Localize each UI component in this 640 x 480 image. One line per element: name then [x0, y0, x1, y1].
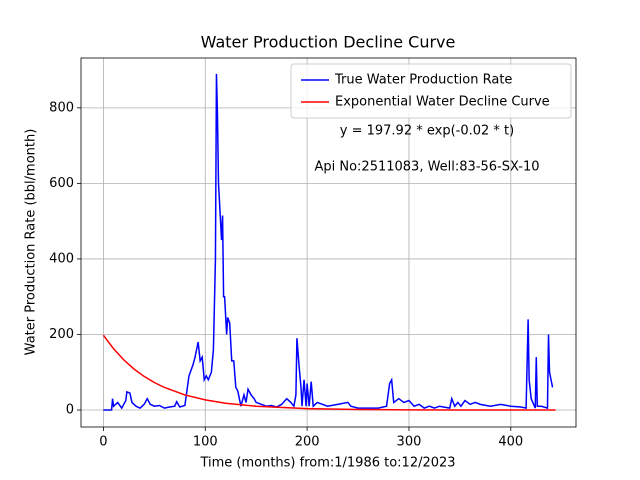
- y-tick-label: 800: [49, 100, 74, 115]
- annotation: y = 197.92 * exp(-0.02 * t): [340, 124, 514, 139]
- data-line: [102, 334, 556, 411]
- x-axis-label: Time (months) from:1/1986 to:12/2023: [199, 456, 455, 471]
- x-tick-label: 200: [295, 435, 320, 450]
- x-tick-label: 0: [99, 435, 107, 450]
- data-line: [103, 73, 554, 411]
- x-tick-label: 400: [498, 435, 523, 450]
- legend-label: True Water Production Rate: [334, 73, 512, 88]
- marks: [102, 73, 556, 411]
- x-tick-label: 300: [397, 435, 422, 450]
- y-tick-label: 600: [49, 176, 74, 191]
- y-tick-label: 400: [49, 251, 74, 266]
- annotation: Api No:2511083, Well:83-56-SX-10: [314, 160, 539, 175]
- x-tick-label: 100: [193, 435, 218, 450]
- y-tick-label: 0: [66, 403, 74, 418]
- y-tick-label: 200: [49, 327, 74, 342]
- y-axis-label: Water Production Rate (bbl/month): [24, 129, 39, 356]
- legend-box: [290, 63, 572, 119]
- legend: True Water Production Rate Exponential Wa…: [290, 63, 572, 119]
- axes-frame: [80, 57, 577, 428]
- chart-title: Water Production Decline Curve: [201, 33, 456, 52]
- legend-label: Exponential Water Decline Curve: [335, 95, 550, 110]
- plot-area: [81, 58, 576, 427]
